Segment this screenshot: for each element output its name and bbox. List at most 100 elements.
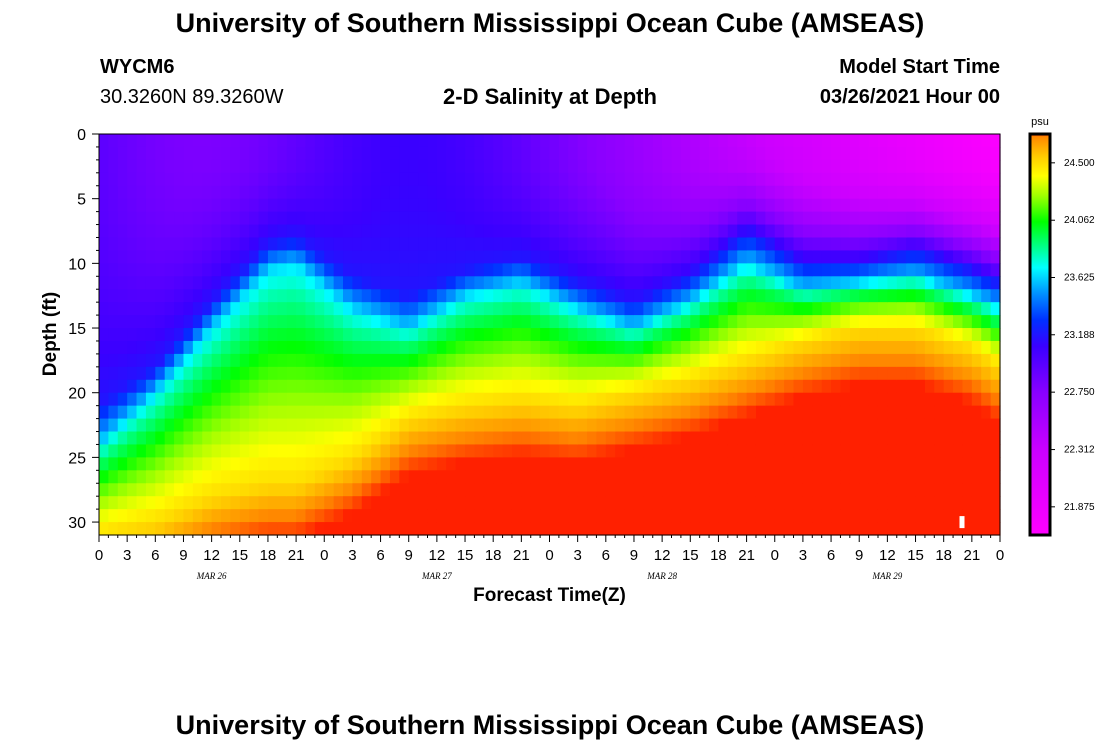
heatmap-cell [671, 457, 682, 471]
heatmap-cell [755, 444, 766, 458]
heatmap-cell [793, 457, 804, 471]
heatmap-cell [418, 172, 429, 187]
heatmap-cell [258, 315, 269, 329]
heatmap-cell [727, 328, 738, 342]
heatmap-cell [361, 444, 372, 458]
heatmap-cell [709, 289, 720, 303]
heatmap-cell [502, 522, 513, 536]
heatmap-cell [202, 509, 213, 523]
heatmap-cell [746, 185, 757, 200]
heatmap-cell [831, 444, 842, 458]
heatmap-cell [765, 263, 776, 277]
heatmap-cell [221, 134, 231, 148]
heatmap-cell [793, 250, 804, 264]
heatmap-cell [812, 340, 823, 355]
heatmap-cell [971, 237, 982, 252]
heatmap-cell [793, 146, 804, 161]
heatmap-cell [709, 392, 720, 407]
heatmap-cell [230, 431, 241, 446]
heatmap-cell [962, 405, 973, 420]
heatmap-cell [596, 263, 607, 277]
heatmap-cell [361, 185, 372, 200]
heatmap-cell [859, 496, 870, 510]
heatmap-cell [127, 470, 138, 484]
heatmap-cell [183, 159, 194, 174]
heatmap-cell [877, 366, 888, 381]
heatmap-cell [577, 379, 588, 394]
heatmap-cell [221, 470, 231, 484]
heatmap-cell [924, 496, 935, 510]
heatmap-cell [915, 496, 926, 510]
heatmap-cell [99, 146, 109, 161]
heatmap-cell [258, 237, 269, 252]
heatmap-cell [690, 237, 701, 252]
heatmap-cell [239, 159, 250, 174]
heatmap-cell [924, 340, 935, 355]
heatmap-cell [267, 224, 278, 239]
heatmap-cell [108, 146, 119, 161]
heatmap-cell [521, 509, 532, 523]
heatmap-cell [802, 224, 813, 239]
heatmap-cell [755, 198, 766, 213]
heatmap-cell [643, 509, 654, 523]
heatmap-cell [671, 172, 682, 187]
heatmap-cell [671, 431, 682, 446]
heatmap-cell [493, 159, 504, 174]
heatmap-cell [521, 146, 532, 161]
heatmap-cell [446, 366, 457, 381]
heatmap-cell [361, 392, 372, 407]
heatmap-cell [389, 483, 400, 497]
heatmap-cell [849, 315, 860, 329]
heatmap-cell [465, 263, 476, 277]
heatmap-cell [155, 470, 166, 484]
heatmap-cell [887, 134, 898, 148]
heatmap-cell [868, 328, 879, 342]
heatmap-cell [483, 198, 494, 213]
heatmap-cell [934, 315, 945, 329]
heatmap-cell [314, 263, 325, 277]
heatmap-cell [371, 509, 382, 523]
heatmap-cell [436, 276, 447, 290]
heatmap-cell [558, 146, 569, 161]
heatmap-cell [465, 198, 476, 213]
heatmap-cell [333, 276, 344, 290]
heatmap-cell [943, 483, 954, 497]
heatmap-cell [258, 185, 269, 200]
heatmap-cell [990, 379, 1001, 394]
heatmap-cell [643, 366, 654, 381]
heatmap-cell [633, 276, 644, 290]
heatmap-cell [511, 328, 522, 342]
heatmap-cell [540, 224, 551, 239]
heatmap-cell [793, 328, 804, 342]
heatmap-cell [690, 405, 701, 420]
heatmap-cell [380, 496, 391, 510]
heatmap-cell [596, 353, 607, 368]
heatmap-cell [352, 379, 363, 394]
heatmap-cell [155, 289, 166, 303]
heatmap-cell [906, 250, 917, 264]
heatmap-cell [192, 289, 203, 303]
heatmap-cell [652, 237, 663, 252]
heatmap-cell [202, 496, 213, 510]
heatmap-cell [971, 315, 982, 329]
heatmap-cell [343, 146, 354, 161]
heatmap-cell [483, 237, 494, 252]
heatmap-cell [314, 431, 325, 446]
heatmap-cell [558, 263, 569, 277]
heatmap-cell [718, 483, 729, 497]
heatmap-cell [314, 172, 325, 187]
heatmap-cell [511, 457, 522, 471]
heatmap-cell [690, 353, 701, 368]
heatmap-cell [971, 146, 982, 161]
heatmap-cell [211, 366, 222, 381]
heatmap-cell [943, 276, 954, 290]
heatmap-cell [493, 198, 504, 213]
heatmap-cell [314, 289, 325, 303]
heatmap-cell [418, 198, 429, 213]
heatmap-cell [324, 366, 335, 381]
heatmap-cell [624, 237, 635, 252]
heatmap-cell [427, 224, 438, 239]
heatmap-cell [446, 340, 457, 355]
heatmap-cell [211, 418, 222, 433]
heatmap-cell [568, 211, 579, 226]
